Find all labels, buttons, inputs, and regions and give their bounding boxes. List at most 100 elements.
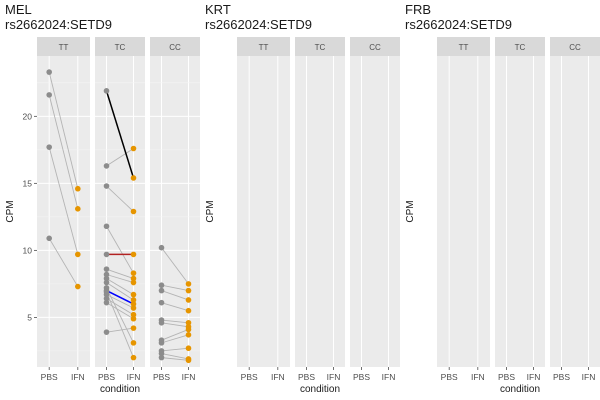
facet-cc-panel	[150, 56, 200, 367]
data-point-pbs	[158, 287, 165, 294]
data-point-ifn	[185, 281, 192, 287]
data-point-pbs	[103, 299, 110, 306]
pair-line	[106, 185, 134, 212]
pair-line	[106, 298, 134, 316]
data-point-pbs	[103, 88, 110, 94]
pair-line	[161, 319, 189, 324]
facet-tt-label: TT	[59, 43, 69, 52]
data-point-pbs	[103, 266, 110, 272]
data-point-pbs	[46, 235, 52, 242]
x-tick-label-ifn: IFN	[71, 372, 85, 382]
data-point-ifn	[130, 354, 137, 361]
x-tick-label-pbs: PBS	[441, 372, 458, 382]
data-point-ifn	[130, 297, 137, 303]
data-point-ifn	[75, 251, 81, 258]
highlight-line	[106, 289, 134, 305]
pair-line	[161, 247, 189, 285]
chart-title: FRB	[405, 2, 431, 17]
pair-line	[106, 302, 134, 320]
data-point-ifn	[130, 279, 137, 286]
data-point-ifn	[75, 185, 81, 192]
facet-tt-panel	[37, 56, 90, 367]
data-point-ifn	[130, 275, 137, 282]
facet-cc-label: CC	[369, 43, 381, 52]
x-tick-label-pbs: PBS	[353, 372, 370, 382]
data-point-ifn	[130, 251, 137, 258]
data-point-ifn	[130, 305, 137, 311]
data-point-ifn	[75, 283, 81, 290]
data-point-ifn	[130, 301, 137, 307]
data-point-ifn	[130, 270, 137, 276]
pair-line	[161, 353, 189, 360]
data-point-pbs	[158, 319, 165, 326]
facet-tt-strip	[437, 37, 490, 56]
data-point-pbs	[103, 329, 110, 335]
x-tick-label-ifn: IFN	[582, 372, 596, 382]
data-point-ifn	[185, 357, 192, 364]
data-point-pbs	[46, 144, 52, 150]
pair-line	[48, 147, 79, 255]
data-point-ifn	[130, 291, 137, 298]
pair-line	[161, 329, 189, 341]
data-point-ifn	[75, 206, 81, 212]
facet-tc-label: TC	[115, 43, 126, 52]
data-point-ifn	[185, 345, 192, 352]
chart-subtitle: rs2662024:SETD9	[405, 17, 512, 32]
data-point-ifn	[130, 325, 137, 331]
y-tick-label: 20	[23, 111, 33, 121]
y-tick-label: 15	[23, 178, 33, 188]
pair-line	[161, 284, 189, 292]
y-tick-label: 10	[23, 245, 33, 255]
pair-line	[106, 327, 134, 333]
data-point-ifn	[185, 307, 192, 314]
facet-cc-panel	[550, 56, 600, 367]
data-point-ifn	[185, 297, 192, 303]
x-tick-label-pbs: PBS	[241, 372, 258, 382]
data-point-ifn	[185, 287, 192, 294]
facet-tc-panel	[495, 56, 545, 367]
data-point-pbs	[158, 244, 165, 251]
chart-subtitle: rs2662024:SETD9	[205, 17, 312, 32]
facet-tt-panel	[437, 56, 490, 367]
y-axis-label: CPM	[405, 200, 416, 222]
facet-cc-strip	[550, 37, 600, 56]
facet-tc-panel	[95, 56, 145, 367]
x-tick-label-ifn: IFN	[127, 372, 141, 382]
highlight-line	[105, 90, 135, 179]
data-point-pbs	[158, 340, 165, 346]
pair-line	[48, 94, 79, 209]
data-point-pbs	[103, 271, 110, 278]
facet-tt-label: TT	[459, 43, 469, 52]
pair-line	[106, 291, 134, 358]
y-axis-label: CPM	[205, 200, 216, 222]
facet-tc-label: TC	[315, 43, 326, 52]
data-point-pbs	[103, 223, 110, 230]
x-axis-label: condition	[300, 384, 340, 395]
pair-line	[106, 282, 134, 301]
pair-line	[161, 334, 189, 344]
data-point-ifn	[130, 175, 137, 181]
data-point-pbs	[103, 183, 110, 189]
facet-tc-panel	[295, 56, 345, 367]
facet-tt-strip	[37, 37, 90, 56]
facet-tt-strip	[237, 37, 290, 56]
facet-tc-strip	[495, 37, 545, 56]
x-tick-label-ifn: IFN	[327, 372, 341, 382]
facet-tc-label: TC	[515, 43, 526, 52]
x-axis-label: condition	[500, 384, 540, 395]
x-tick-label-pbs: PBS	[153, 372, 170, 382]
data-point-pbs	[46, 69, 52, 75]
data-point-pbs	[103, 295, 110, 302]
data-point-ifn	[130, 315, 137, 322]
x-tick-label-ifn: IFN	[182, 372, 196, 382]
pair-line	[161, 322, 189, 328]
data-point-pbs	[103, 163, 110, 169]
data-point-pbs	[103, 285, 110, 291]
pair-line	[106, 268, 134, 279]
pair-line	[161, 357, 189, 361]
pair-line	[106, 226, 134, 274]
facet-cc-panel	[350, 56, 400, 367]
